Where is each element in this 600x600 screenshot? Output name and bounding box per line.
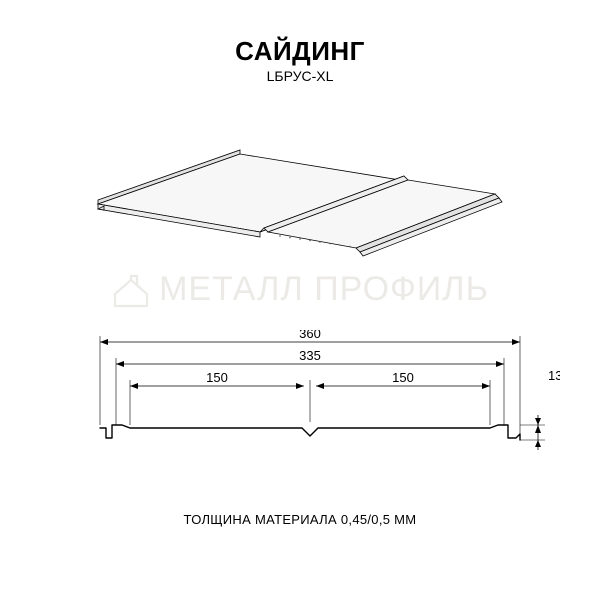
dim-height: 13 xyxy=(520,368,560,450)
dim-half-right-value: 150 xyxy=(392,370,414,385)
dim-cover-width-value: 335 xyxy=(299,348,321,363)
page-title: САЙДИНГ xyxy=(0,36,600,67)
dim-half-left-value: 150 xyxy=(206,370,228,385)
profile-section-drawing: 360 335 150 150 13 xyxy=(50,330,560,480)
dim-height-value: 13 xyxy=(548,368,560,383)
profile-path xyxy=(100,425,520,440)
perspective-drawing xyxy=(90,120,510,280)
thickness-footer: ТОЛЩИНА МАТЕРИАЛА 0,45/0,5 ММ xyxy=(0,512,600,527)
page-subtitle: LБРУС-XL xyxy=(0,68,600,84)
dim-overall-width-value: 360 xyxy=(299,330,321,341)
dim-half-widths: 150 150 xyxy=(130,370,490,425)
